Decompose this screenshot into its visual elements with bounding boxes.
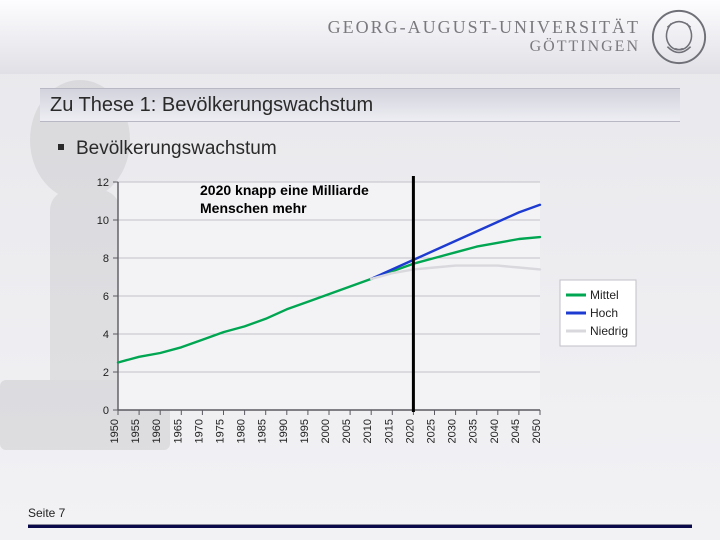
svg-text:2010: 2010 — [362, 419, 374, 443]
svg-text:2000: 2000 — [320, 419, 332, 443]
university-line-1: GEORG-AUGUST-UNIVERSITÄT — [328, 18, 640, 38]
chart-annotation: 2020 knapp eine Milliarde Menschen mehr — [200, 182, 369, 217]
svg-text:1985: 1985 — [257, 419, 269, 443]
university-name: GEORG-AUGUST-UNIVERSITÄT GÖTTINGEN — [328, 18, 640, 55]
svg-text:4: 4 — [103, 329, 109, 341]
svg-text:2015: 2015 — [383, 419, 395, 443]
svg-text:Niedrig: Niedrig — [590, 324, 628, 338]
bullet-item: Bevölkerungswachstum — [58, 138, 277, 160]
slide-title-bar: Zu These 1: Bevölkerungswachstum — [40, 88, 680, 122]
svg-text:2030: 2030 — [447, 419, 459, 443]
svg-text:8: 8 — [103, 253, 109, 265]
annotation-line-2: Menschen mehr — [200, 200, 369, 218]
svg-text:2040: 2040 — [489, 419, 501, 443]
svg-text:Hoch: Hoch — [590, 306, 618, 320]
annotation-line-1: 2020 knapp eine Milliarde — [200, 182, 369, 200]
svg-text:2020: 2020 — [404, 419, 416, 443]
university-logo-icon — [650, 8, 708, 66]
svg-text:10: 10 — [97, 215, 109, 227]
svg-text:1990: 1990 — [278, 419, 290, 443]
svg-text:2035: 2035 — [468, 419, 480, 443]
slide-title: Zu These 1: Bevölkerungswachstum — [50, 94, 373, 117]
svg-text:2050: 2050 — [531, 419, 543, 443]
svg-text:1955: 1955 — [130, 419, 142, 443]
svg-text:1965: 1965 — [172, 419, 184, 443]
svg-text:2045: 2045 — [510, 419, 522, 443]
svg-text:1975: 1975 — [215, 419, 227, 443]
header-bar: GEORG-AUGUST-UNIVERSITÄT GÖTTINGEN — [0, 0, 720, 74]
page-number: Seite 7 — [28, 506, 692, 520]
svg-text:12: 12 — [97, 177, 109, 189]
footer-divider — [28, 524, 692, 528]
svg-text:2: 2 — [103, 367, 109, 379]
bullet-text: Bevölkerungswachstum — [76, 138, 277, 159]
bullet-dot-icon — [58, 144, 64, 150]
svg-text:Mittel: Mittel — [590, 288, 619, 302]
svg-text:1980: 1980 — [236, 419, 248, 443]
svg-text:0: 0 — [103, 405, 109, 417]
svg-text:2025: 2025 — [426, 419, 438, 443]
population-chart: 2020 knapp eine Milliarde Menschen mehr … — [70, 170, 650, 470]
university-line-2: GÖTTINGEN — [328, 38, 640, 56]
slide-footer: Seite 7 — [28, 506, 692, 528]
svg-text:2005: 2005 — [341, 419, 353, 443]
svg-text:1950: 1950 — [109, 419, 121, 443]
svg-text:1970: 1970 — [193, 419, 205, 443]
svg-text:1995: 1995 — [299, 419, 311, 443]
svg-text:6: 6 — [103, 291, 109, 303]
svg-text:1960: 1960 — [151, 419, 163, 443]
